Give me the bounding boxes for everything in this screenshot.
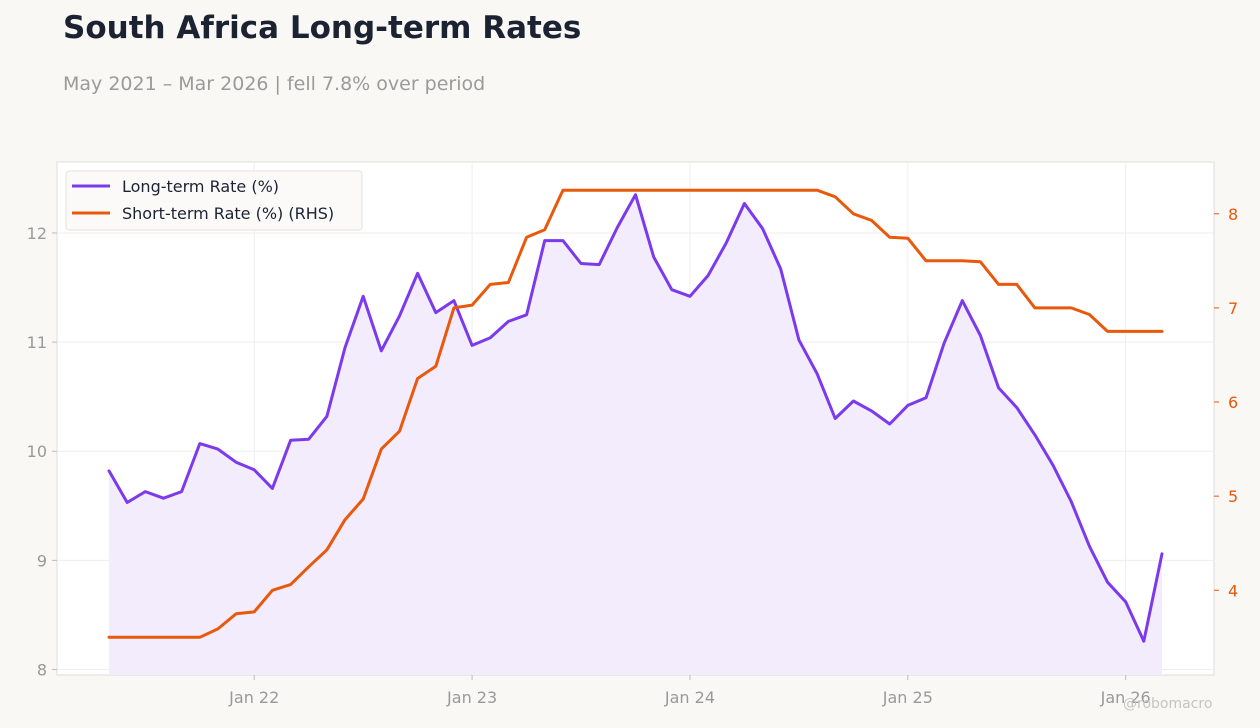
- right-tick-label: 4: [1228, 581, 1238, 600]
- x-tick-label: Jan 24: [664, 688, 715, 707]
- left-tick-label: 11: [27, 333, 47, 352]
- series-layer: [107, 188, 1164, 675]
- left-tick-label: 12: [27, 224, 47, 243]
- legend-label: Short-term Rate (%) (RHS): [122, 204, 334, 223]
- x-axis: Jan 22 Jan 23 Jan 24 Jan 25 Jan 26: [228, 675, 1151, 707]
- legend-box: [65, 170, 363, 231]
- legend: Long-term Rate (%) Short-term Rate (%) (R…: [65, 170, 363, 231]
- right-tick-label: 7: [1228, 299, 1238, 318]
- left-tick-label: 10: [27, 442, 47, 461]
- chart-title: South Africa Long-term Rates: [63, 10, 582, 46]
- x-tick-label: Jan 23: [446, 688, 497, 707]
- long-term-line: [107, 193, 1164, 643]
- right-axis: 4 5 6 7 8: [1214, 205, 1238, 600]
- left-axis: 8 9 10 11 12: [27, 224, 57, 680]
- right-tick-label: 8: [1228, 205, 1238, 224]
- legend-label: Long-term Rate (%): [122, 177, 279, 196]
- chart-subtitle: May 2021 – Mar 2026 | fell 7.8% over per…: [63, 73, 486, 95]
- short-term-line: [107, 188, 1164, 639]
- left-tick-label: 8: [37, 661, 47, 680]
- x-tick-label: Jan 22: [228, 688, 279, 707]
- watermark: @robomacro: [1123, 696, 1213, 712]
- right-tick-label: 5: [1228, 487, 1238, 506]
- long-term-area: [109, 194, 1162, 675]
- left-tick-label: 9: [37, 551, 47, 570]
- x-tick-label: Jan 26: [1100, 688, 1151, 707]
- right-tick-label: 6: [1228, 393, 1238, 412]
- x-tick-label: Jan 25: [882, 688, 933, 707]
